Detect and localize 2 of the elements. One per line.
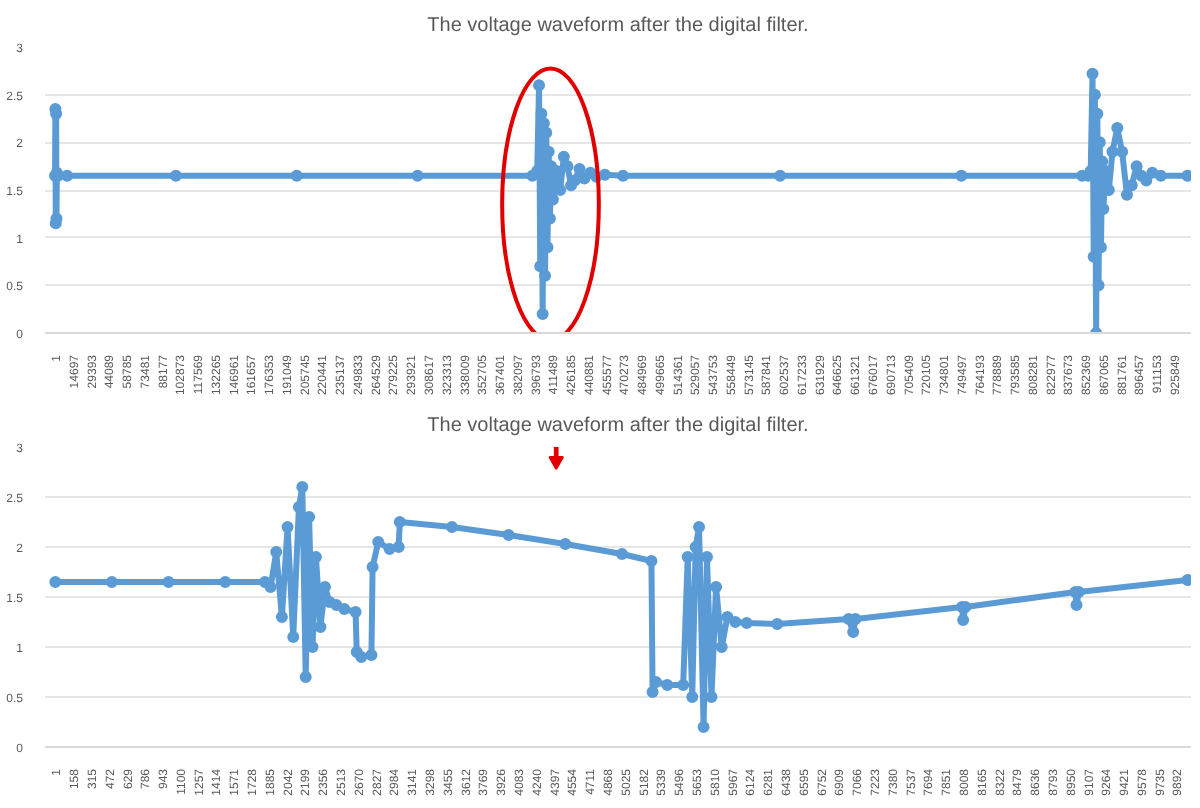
- chart-title: The voltage waveform after the digital filter.: [427, 415, 809, 437]
- chart-title: The voltage waveform after the digital filter.: [427, 15, 809, 37]
